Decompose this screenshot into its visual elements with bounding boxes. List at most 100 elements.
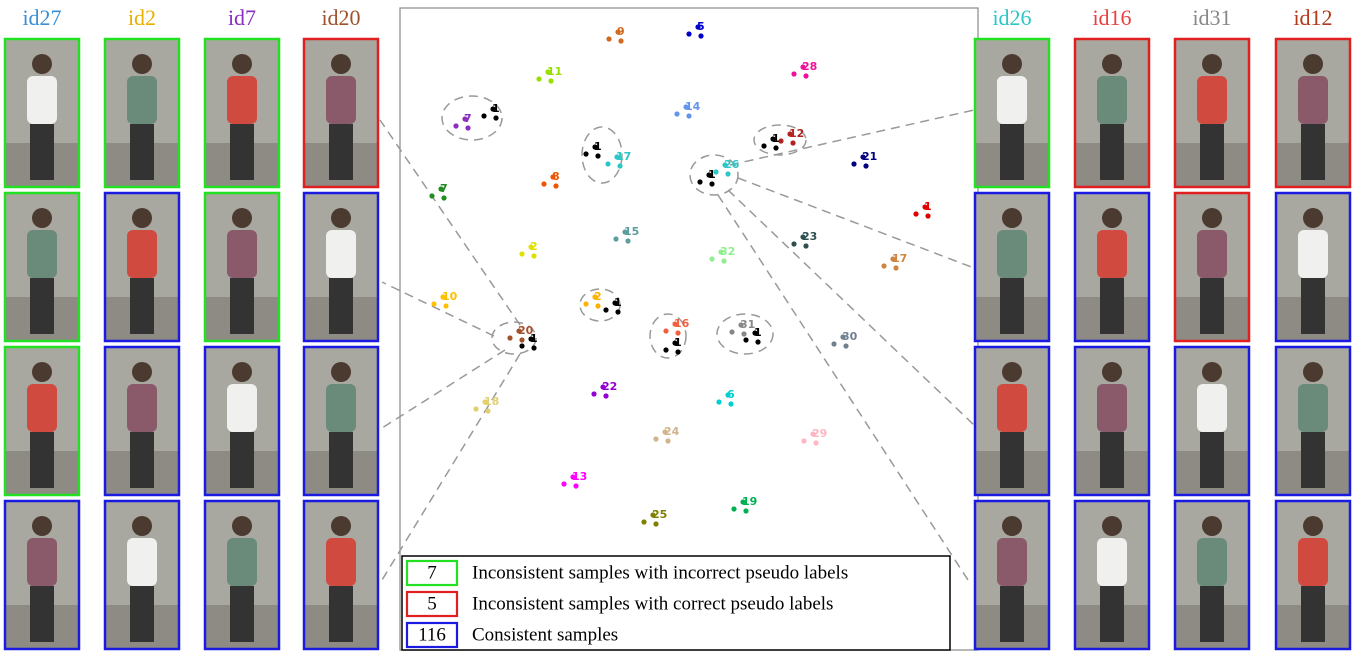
cluster-label: 32 bbox=[720, 245, 735, 258]
figure-head bbox=[32, 516, 52, 536]
cluster-label: 1 bbox=[754, 326, 762, 339]
point bbox=[803, 73, 808, 78]
point bbox=[615, 309, 620, 314]
cluster-label: 19 bbox=[742, 495, 757, 508]
point bbox=[674, 111, 679, 116]
figure-legs bbox=[1200, 586, 1224, 642]
figure-body bbox=[1197, 76, 1227, 124]
point bbox=[441, 195, 446, 200]
point bbox=[743, 508, 748, 513]
figure-head bbox=[32, 208, 52, 228]
figure-legs bbox=[329, 586, 353, 642]
legend-text: Inconsistent samples with correct pseudo… bbox=[472, 593, 833, 614]
point bbox=[595, 153, 600, 158]
figure-body bbox=[27, 76, 57, 124]
figure-legs bbox=[1100, 124, 1124, 180]
figure-head bbox=[232, 516, 252, 536]
cluster-label: 22 bbox=[602, 380, 617, 393]
person-image bbox=[974, 500, 1050, 650]
figure-body bbox=[997, 76, 1027, 124]
figure-legs bbox=[1000, 432, 1024, 488]
person-image bbox=[4, 346, 80, 496]
cluster-label: 25 bbox=[652, 508, 667, 521]
point bbox=[493, 115, 498, 120]
point bbox=[831, 341, 836, 346]
point bbox=[893, 265, 898, 270]
point bbox=[519, 337, 524, 342]
person-image bbox=[1074, 346, 1150, 496]
point bbox=[625, 238, 630, 243]
figure-legs bbox=[329, 432, 353, 488]
cluster-label: 9 bbox=[617, 25, 625, 38]
person-image bbox=[204, 346, 280, 496]
point bbox=[663, 347, 668, 352]
point bbox=[541, 181, 546, 186]
legend-count: 116 bbox=[418, 624, 446, 645]
point bbox=[801, 438, 806, 443]
figure-body bbox=[997, 538, 1027, 586]
person-image bbox=[204, 38, 280, 188]
point bbox=[741, 331, 746, 336]
person-image bbox=[1174, 192, 1250, 342]
cluster-label: 5 bbox=[697, 20, 705, 33]
cluster-label: 1 bbox=[492, 102, 500, 115]
cluster-label: 11 bbox=[547, 65, 562, 78]
point bbox=[561, 481, 566, 486]
cluster-label: 16 bbox=[674, 317, 690, 330]
figure-body bbox=[1197, 538, 1227, 586]
figure-head bbox=[1002, 208, 1022, 228]
cluster-label: 1 bbox=[594, 140, 602, 153]
figure-head bbox=[331, 208, 351, 228]
person-image bbox=[303, 38, 379, 188]
point bbox=[613, 236, 618, 241]
figure-legs bbox=[1301, 278, 1325, 334]
figure-body bbox=[1097, 76, 1127, 124]
point bbox=[731, 506, 736, 511]
person-image bbox=[4, 192, 80, 342]
point bbox=[843, 343, 848, 348]
figure-body bbox=[997, 384, 1027, 432]
cluster-label: 13 bbox=[572, 470, 587, 483]
figure-legs bbox=[1100, 278, 1124, 334]
cluster-label: 24 bbox=[664, 425, 680, 438]
person-image bbox=[204, 192, 280, 342]
point bbox=[675, 349, 680, 354]
figure-legs bbox=[30, 278, 54, 334]
figure-head bbox=[1102, 208, 1122, 228]
figure-head bbox=[331, 516, 351, 536]
figure-head bbox=[1102, 516, 1122, 536]
figure-head bbox=[232, 362, 252, 382]
figure-head bbox=[32, 54, 52, 74]
point bbox=[595, 303, 600, 308]
figure-legs bbox=[1100, 432, 1124, 488]
figure-legs bbox=[1200, 278, 1224, 334]
point bbox=[925, 213, 930, 218]
figure-legs bbox=[1000, 124, 1024, 180]
point bbox=[603, 393, 608, 398]
point bbox=[725, 171, 730, 176]
figure-legs bbox=[130, 124, 154, 180]
figure-legs bbox=[329, 124, 353, 180]
figure-body bbox=[1097, 384, 1127, 432]
figure-body bbox=[227, 230, 257, 278]
column-title: id20 bbox=[321, 5, 360, 30]
person-image bbox=[974, 38, 1050, 188]
figure-head bbox=[331, 362, 351, 382]
point bbox=[519, 251, 524, 256]
cluster-label: 30 bbox=[842, 330, 858, 343]
cluster-label: 23 bbox=[802, 230, 817, 243]
person-image bbox=[1275, 346, 1351, 496]
figure-legs bbox=[130, 586, 154, 642]
point bbox=[653, 436, 658, 441]
column-title: id27 bbox=[22, 5, 61, 30]
figure-head bbox=[1303, 516, 1323, 536]
column-title: id2 bbox=[128, 5, 156, 30]
point bbox=[851, 161, 856, 166]
cluster-label: 8 bbox=[552, 170, 560, 183]
figure-legs bbox=[1301, 432, 1325, 488]
figure-body bbox=[27, 230, 57, 278]
figure-body bbox=[997, 230, 1027, 278]
cluster-label: 26 bbox=[724, 158, 740, 171]
figure-head bbox=[1102, 54, 1122, 74]
point bbox=[803, 243, 808, 248]
